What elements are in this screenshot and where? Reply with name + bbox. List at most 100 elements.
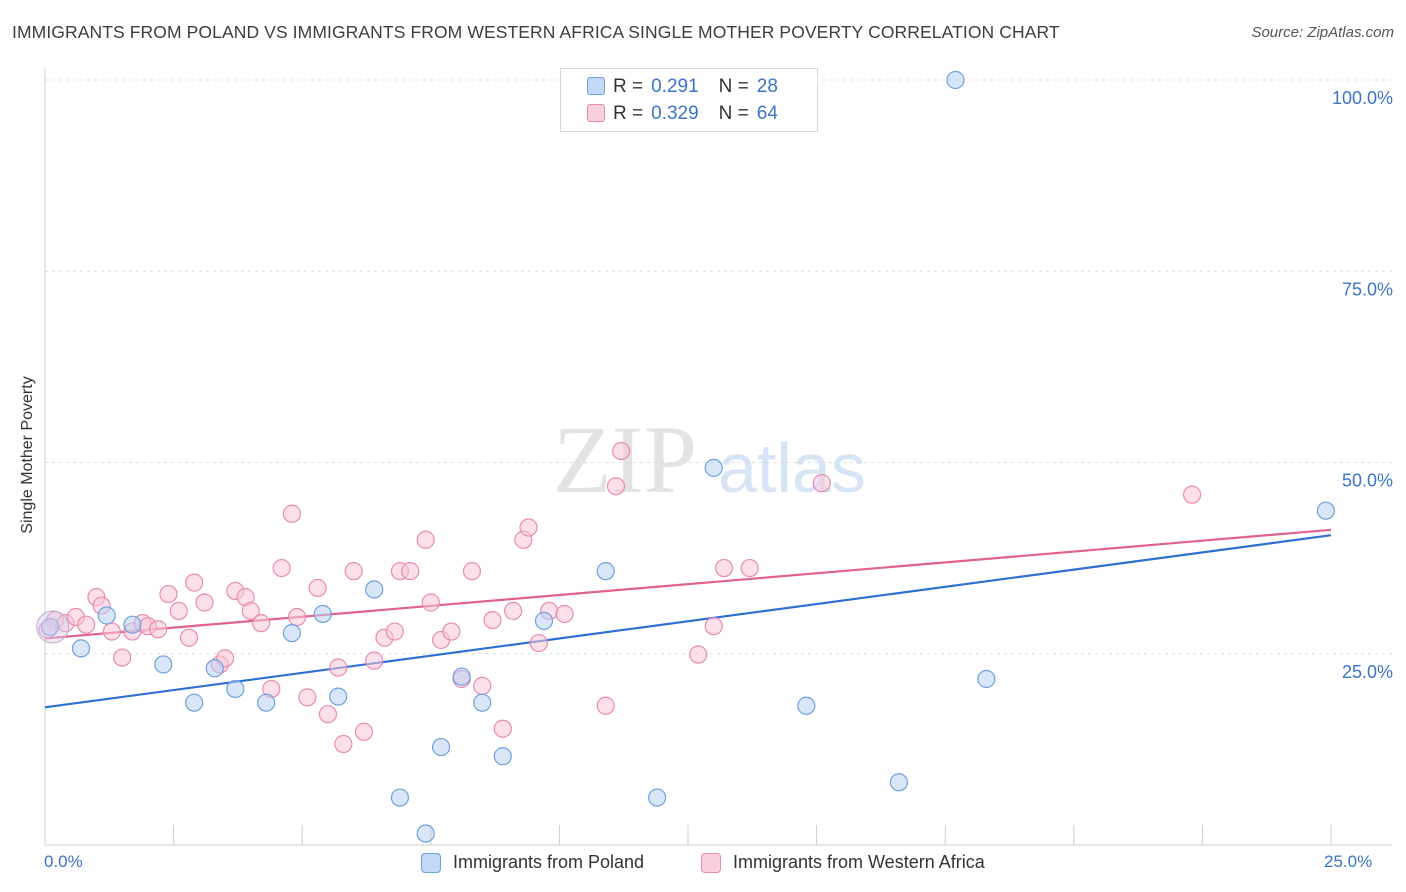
legend-n-label: N = <box>718 76 749 97</box>
data-point <box>596 696 615 715</box>
stats-legend: R = 0.291 N = 28 R = 0.329 N = 64 <box>560 68 818 132</box>
data-point <box>154 655 173 674</box>
legend-swatch-western-africa <box>587 104 605 122</box>
data-point <box>606 477 626 496</box>
x-tick-label-min: 0.0% <box>44 852 83 871</box>
data-point <box>149 620 168 639</box>
data-point <box>714 558 734 578</box>
watermark-atlas: atlas <box>718 429 866 507</box>
data-point <box>308 578 327 598</box>
data-point <box>334 734 353 754</box>
data-point <box>241 601 260 621</box>
data-point <box>421 593 440 612</box>
data-point <box>282 623 302 643</box>
data-point <box>473 693 492 712</box>
bottom-legend-western-africa: Immigrants from Western Africa <box>701 852 985 873</box>
data-point <box>385 622 404 641</box>
data-point <box>329 658 348 677</box>
y-tick-label: 75.0% <box>1342 279 1393 299</box>
data-point <box>473 676 492 695</box>
trend-line <box>44 534 1332 709</box>
data-point <box>431 737 451 757</box>
data-point <box>452 667 471 686</box>
data-point <box>102 622 121 641</box>
data-point <box>71 639 91 658</box>
data-point <box>329 687 348 706</box>
data-point <box>534 611 554 630</box>
legend-swatch-poland <box>587 77 605 95</box>
y-tick-label: 25.0% <box>1342 662 1393 682</box>
data-point-cluster <box>36 610 70 644</box>
legend-r-label: R = <box>613 103 644 124</box>
data-point <box>704 458 723 477</box>
chart-title: IMMIGRANTS FROM POLAND VS IMMIGRANTS FRO… <box>12 22 1060 42</box>
data-point <box>416 824 435 843</box>
y-tick-labels: 25.0% 50.0% 75.0% 100.0% <box>1332 88 1393 682</box>
data-point <box>442 622 461 641</box>
data-points <box>36 70 1335 843</box>
data-point <box>493 747 512 766</box>
data-point <box>529 633 548 653</box>
data-point <box>596 562 615 581</box>
x-tick-label-max: 25.0% <box>1324 852 1373 871</box>
data-point <box>313 604 332 624</box>
data-point <box>226 679 245 699</box>
data-point <box>401 562 420 581</box>
data-point <box>195 593 214 612</box>
data-point <box>689 645 708 664</box>
data-point <box>97 606 116 625</box>
data-point <box>365 580 384 599</box>
legend-r-value: 0.291 <box>651 76 699 97</box>
data-point <box>493 719 512 738</box>
y-tick-label: 100.0% <box>1332 88 1393 108</box>
data-point <box>797 696 816 715</box>
legend-n-label: N = <box>718 103 749 124</box>
data-point <box>257 693 276 712</box>
data-point <box>977 669 996 689</box>
legend-n-value: 64 <box>756 103 778 124</box>
data-point <box>740 558 759 578</box>
bottom-legend-label-western-africa: Immigrants from Western Africa <box>733 852 985 872</box>
data-point <box>648 788 667 807</box>
data-point <box>416 530 435 549</box>
legend-n-value: 28 <box>756 76 778 97</box>
data-point <box>287 607 307 627</box>
data-point <box>298 688 317 707</box>
data-point <box>344 562 363 581</box>
data-point <box>185 573 204 592</box>
data-point <box>113 648 132 667</box>
data-point <box>555 604 574 624</box>
data-point <box>519 518 538 537</box>
legend-r-label: R = <box>613 76 644 97</box>
data-point <box>272 558 291 578</box>
data-point <box>1183 485 1202 504</box>
bottom-legend-label-poland: Immigrants from Poland <box>453 852 645 872</box>
data-point <box>205 659 224 678</box>
data-point <box>483 610 502 630</box>
data-point <box>251 614 271 633</box>
data-point <box>390 788 410 807</box>
data-point <box>504 601 523 621</box>
legend-row-poland: R = 0.291 N = 28 <box>587 75 778 99</box>
data-point <box>612 441 631 461</box>
data-point <box>704 617 723 636</box>
data-point <box>77 615 96 634</box>
data-point <box>365 651 384 670</box>
watermark: ZIP atlas <box>553 406 866 513</box>
data-point <box>812 474 831 493</box>
bottom-legend-swatch-western-africa <box>701 852 721 873</box>
data-point <box>1316 501 1335 520</box>
legend-r-value: 0.329 <box>651 103 699 124</box>
watermark-zip: ZIP <box>553 406 697 513</box>
bottom-legend-poland: Immigrants from Poland <box>421 852 644 873</box>
legend-row-western-africa: R = 0.329 N = 64 <box>587 102 778 126</box>
data-point <box>159 584 178 604</box>
data-point <box>282 504 302 523</box>
source-label: Source: ZipAtlas.com <box>1251 24 1394 41</box>
data-point <box>318 705 338 724</box>
data-point <box>354 722 374 741</box>
data-point <box>462 562 482 581</box>
data-point <box>123 615 142 634</box>
bottom-legend-swatch-poland <box>421 852 441 873</box>
